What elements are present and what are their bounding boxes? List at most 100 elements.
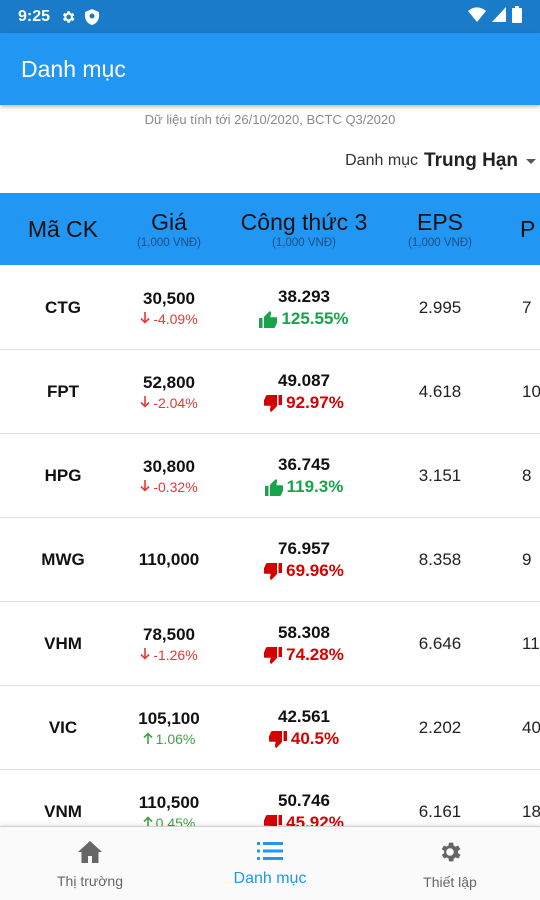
cell-code: HPG	[0, 434, 126, 518]
column-header-code[interactable]: Mã CK	[0, 193, 126, 265]
stock-table: CTG 30,500 -4.09% 38.293 125.55% 2.995 7 FPT 52,…	[0, 266, 540, 826]
table-row[interactable]: VIC 105,100 1.06% 42.561 40.5% 2.202 40	[0, 686, 540, 770]
column-label: P	[520, 215, 536, 242]
p-value: 40	[522, 718, 540, 737]
cell-p: 11	[522, 602, 540, 686]
formula-value: 36.745	[278, 455, 330, 474]
p-value: 7	[522, 298, 532, 317]
formula-percent-value: 92.97%	[286, 393, 344, 412]
stock-price: 110,000	[138, 550, 200, 569]
cell-code: VIC	[0, 686, 126, 770]
eps-value: 2.202	[418, 718, 462, 737]
p-value: 9	[522, 550, 532, 569]
arrow-down-icon	[140, 395, 150, 411]
cell-price: 30,800 -0.32%	[116, 434, 222, 518]
cell-code: VNM	[0, 770, 126, 826]
nav-item-label: Thị trường	[56, 872, 123, 889]
nav-item-settings[interactable]: Thiết lập	[360, 827, 540, 900]
thumbs-down-icon	[264, 562, 283, 580]
thumbs-up-icon	[264, 478, 283, 496]
stock-price: 110,500	[138, 793, 200, 812]
page-title: Danh mục	[21, 55, 126, 82]
stock-code: FPT	[46, 382, 80, 401]
cell-code: VHM	[0, 602, 126, 686]
cell-p: 40	[522, 686, 540, 770]
cell-p: 7	[522, 266, 540, 350]
column-header-price[interactable]: Giá (1,000 VNĐ)	[116, 193, 222, 265]
thumbs-down-icon	[264, 646, 283, 664]
column-header-formula[interactable]: Công thức 3 (1,000 VNĐ)	[226, 193, 382, 265]
price-change-value: -0.32%	[153, 479, 198, 495]
signal-icon	[492, 6, 506, 27]
table-row[interactable]: CTG 30,500 -4.09% 38.293 125.55% 2.995 7	[0, 266, 540, 350]
cell-price: 110,000	[116, 518, 222, 602]
eps-value: 4.618	[418, 382, 462, 401]
cell-eps: 8.358	[390, 518, 490, 602]
battery-icon	[512, 5, 522, 28]
table-row[interactable]: FPT 52,800 -2.04% 49.087 92.97% 4.618 10	[0, 350, 540, 434]
cell-formula: 49.087 92.97%	[226, 350, 382, 434]
eps-value: 6.161	[418, 802, 462, 821]
price-change-value: -2.04%	[153, 395, 198, 411]
table-row[interactable]: MWG 110,000 76.957 69.96% 8.358 9	[0, 518, 540, 602]
table-row[interactable]: VNM 110,500 0.45% 50.746 45.92% 6.161 18	[0, 770, 540, 826]
price-change: -2.04%	[140, 395, 198, 411]
cell-price: 30,500 -4.09%	[116, 266, 222, 350]
stock-price: 30,500	[143, 289, 195, 308]
formula-percent-value: 45.92%	[286, 813, 344, 826]
portfolio-dropdown[interactable]: Danh mục Trung Hạn	[345, 144, 536, 178]
formula-percent: 69.96%	[264, 561, 344, 581]
column-label: Công thức 3	[240, 209, 368, 235]
eps-value: 3.151	[418, 466, 462, 485]
table-row[interactable]: VHM 78,500 -1.26% 58.308 74.28% 6.646 11	[0, 602, 540, 686]
cell-eps: 3.151	[390, 434, 490, 518]
formula-percent: 74.28%	[264, 645, 344, 665]
gear-icon	[60, 9, 76, 25]
stock-price: 78,500	[143, 625, 195, 644]
nav-item-portfolio[interactable]: Danh mục	[180, 827, 360, 900]
data-date-note: Dữ liệu tính tới 26/10/2020, BCTC Q3/202…	[144, 112, 396, 127]
arrow-down-icon	[140, 479, 150, 495]
status-bar: 9:25	[0, 0, 540, 33]
thumbs-down-icon	[264, 394, 283, 412]
price-change: -1.26%	[140, 647, 198, 663]
price-change: 1.06%	[143, 731, 196, 747]
formula-percent: 92.97%	[264, 393, 344, 413]
stock-code: VHM	[44, 634, 82, 653]
stock-price: 52,800	[143, 373, 195, 392]
cell-formula: 58.308 74.28%	[226, 602, 382, 686]
cell-formula: 38.293 125.55%	[226, 266, 382, 350]
gear-icon	[437, 839, 463, 870]
cell-code: FPT	[0, 350, 126, 434]
column-label: Giá	[151, 209, 187, 235]
thumbs-down-icon	[264, 814, 283, 826]
column-label: Mã CK	[27, 215, 99, 242]
cell-p: 18	[522, 770, 540, 826]
price-change: -0.32%	[140, 479, 198, 495]
p-value: 11	[522, 634, 540, 653]
formula-value: 42.561	[278, 707, 330, 726]
column-header-p[interactable]: P	[520, 193, 540, 265]
column-header-eps[interactable]: EPS (1,000 VNĐ)	[390, 193, 490, 265]
cell-p: 9	[522, 518, 540, 602]
formula-percent: 45.92%	[264, 813, 344, 826]
home-icon	[77, 840, 103, 869]
nav-item-label: Danh mục	[233, 869, 307, 887]
price-change-value: 1.06%	[155, 731, 196, 747]
cell-price: 52,800 -2.04%	[116, 350, 222, 434]
formula-percent-value: 74.28%	[286, 645, 344, 664]
nav-item-label: Thiết lập	[423, 873, 477, 890]
column-label: EPS	[416, 209, 464, 235]
bottom-nav: Thị trường Danh mục Thiết lập	[0, 826, 540, 900]
cell-formula: 36.745 119.3%	[226, 434, 382, 518]
cell-formula: 42.561 40.5%	[226, 686, 382, 770]
price-change-value: -4.09%	[153, 311, 198, 327]
wifi-icon	[468, 6, 486, 27]
column-unit: (1,000 VNĐ)	[272, 237, 336, 249]
price-change-value: 0.45%	[155, 815, 196, 826]
arrow-down-icon	[140, 311, 150, 327]
table-row[interactable]: HPG 30,800 -0.32% 36.745 119.3% 3.151 8	[0, 434, 540, 518]
eps-value: 6.646	[418, 634, 462, 653]
list-icon	[257, 841, 283, 866]
nav-item-market[interactable]: Thị trường	[0, 827, 180, 900]
